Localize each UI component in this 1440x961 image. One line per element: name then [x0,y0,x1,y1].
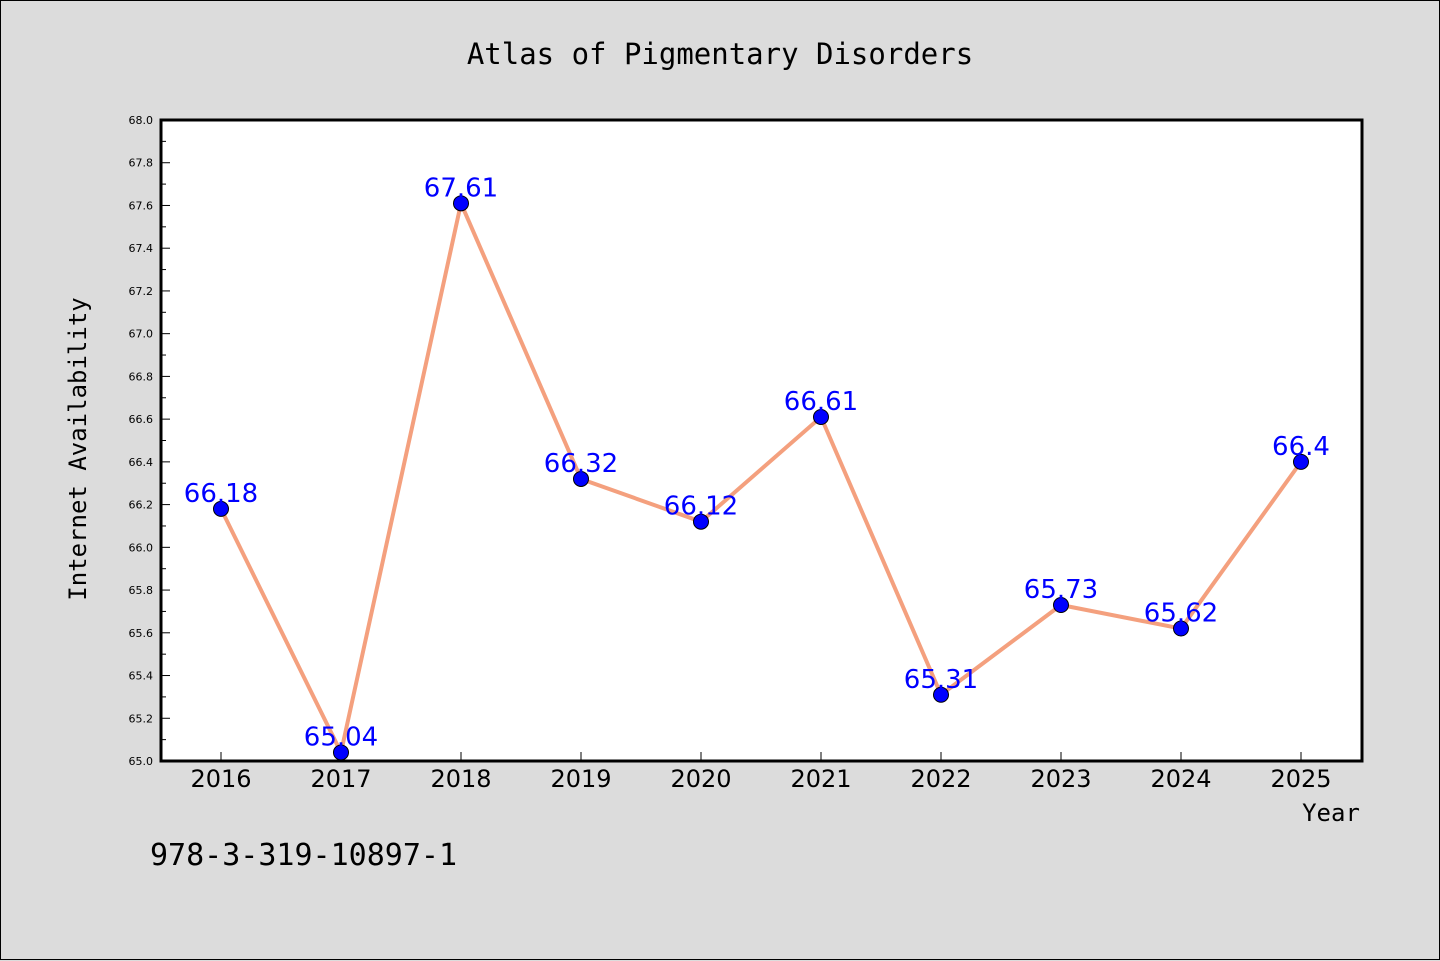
y-axis-title: Internet Availability [64,297,92,600]
y-tick-label: 66.8 [129,370,154,383]
x-tick-label: 2016 [190,765,251,793]
data-point [693,513,709,530]
y-tick-label: 67.0 [129,328,154,341]
x-tick-label: 2022 [910,765,971,793]
x-tick-label: 2017 [310,765,371,793]
x-axis: 2016 2017 2018 2019 2020 2021 2022 2023 2024 2025 [190,752,1332,793]
y-tick-label: 66.2 [129,499,154,512]
data-point [213,500,229,517]
data-label: 66.4 [1272,432,1330,462]
y-tick-label: 65.2 [129,712,154,725]
data-label: 67.61 [424,173,498,203]
data-markers [213,195,1309,761]
data-label: 66.18 [184,479,258,509]
data-point [453,195,469,212]
data-point [813,408,829,425]
y-tick-label: 68.0 [129,114,154,127]
data-label: 65.31 [904,665,978,695]
x-axis-title: Year [1302,799,1360,827]
x-tick-label: 2021 [790,765,851,793]
data-point [1293,453,1309,470]
x-tick-label: 2018 [430,765,491,793]
data-label: 66.61 [784,387,858,417]
y-axis: 65.0 65.2 65.4 65.6 65.8 66.0 66.2 66.4 66.6 66.8… [129,114,170,768]
y-tick-label: 67.2 [129,285,154,298]
y-tick-label: 65.6 [129,627,154,640]
data-point [1173,620,1189,637]
series-line [219,201,1303,755]
data-label: 65.73 [1024,575,1098,605]
chart-title: Atlas of Pigmentary Disorders [467,37,973,71]
data-point [573,470,589,487]
data-point [333,744,349,761]
isbn-footnote: 978-3-319-10897-1 [150,838,457,873]
y-tick-label: 67.8 [129,157,154,170]
plot-area [159,118,1364,763]
x-tick-label: 2020 [670,765,731,793]
y-tick-label: 66.4 [129,456,154,469]
y-tick-label: 66.0 [129,541,154,554]
y-tick-label: 65.8 [129,584,154,597]
data-label: 65.04 [304,722,378,752]
data-label: 65.62 [1144,599,1218,629]
data-label: 66.32 [544,449,618,479]
y-tick-label: 65.4 [129,670,154,683]
data-label: 66.12 [664,492,738,522]
x-tick-label: 2025 [1270,765,1331,793]
x-tick-label: 2019 [550,765,611,793]
x-tick-label: 2024 [1150,765,1211,793]
data-point [1053,597,1069,614]
y-tick-label: 65.0 [129,755,154,768]
y-tick-label: 66.6 [129,413,154,426]
data-point [933,686,949,703]
x-tick-label: 2023 [1030,765,1091,793]
y-tick-label: 67.6 [129,199,154,212]
y-tick-label: 67.4 [129,242,154,255]
data-labels: 66.18 65.04 67.61 66.32 66.12 66.61 65.31 65.73… [184,173,1330,752]
